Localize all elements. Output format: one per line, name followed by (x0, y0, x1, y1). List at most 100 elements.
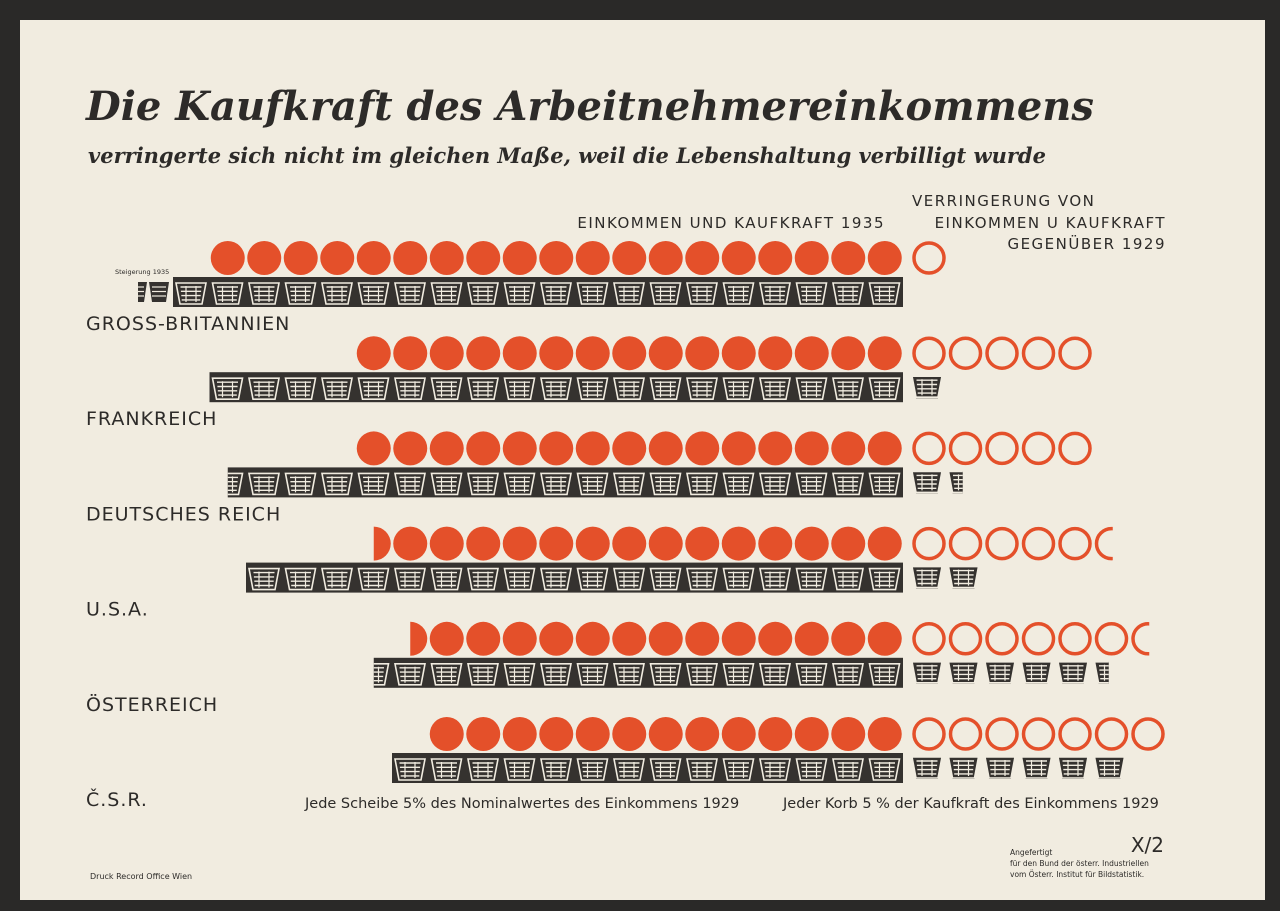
income-disc (721, 431, 756, 466)
income-decrease-ring (912, 622, 946, 656)
income-disc (502, 431, 537, 466)
basket-icon (248, 567, 280, 591)
income-decrease-ring (948, 717, 983, 751)
basket-icon (1093, 661, 1109, 684)
income-disc (539, 621, 574, 656)
income-disc (758, 526, 793, 561)
basket-decrease (1093, 756, 1126, 779)
basket-decrease (947, 661, 980, 684)
basket-icon (759, 663, 791, 686)
income-disc (758, 431, 793, 466)
basket-icon (357, 472, 390, 496)
basket-icon (613, 282, 645, 305)
income-disc (612, 621, 647, 656)
income-disc (539, 336, 574, 371)
basket-icon (248, 377, 280, 400)
basket-icon (1020, 756, 1053, 779)
income-disc (612, 431, 647, 466)
income-disc (831, 526, 866, 561)
basket-icon (947, 470, 963, 494)
income-disc (721, 336, 756, 371)
income-disc (758, 717, 793, 751)
basket-decrease (912, 661, 943, 684)
income-disc (794, 241, 829, 275)
basket-icon (540, 282, 572, 305)
basket-icon (576, 758, 609, 781)
country-row: Č.S.R. (86, 717, 1165, 811)
country-label: Č.S.R. (86, 787, 148, 811)
country-label: U.S.A. (86, 599, 149, 621)
purchasing-power-band (173, 277, 903, 307)
basket-icon (227, 472, 244, 496)
income-disc (429, 336, 464, 371)
purchasing-power-band (392, 753, 903, 783)
income-disc (758, 336, 793, 371)
basket-icon (503, 472, 536, 496)
basket-icon (503, 567, 536, 591)
income-disc (612, 717, 647, 751)
basket-decrease (912, 565, 943, 589)
income-disc (393, 526, 428, 561)
income-disc (283, 241, 318, 275)
basket-icon (722, 472, 755, 496)
country-row: DEUTSCHES REICH (86, 431, 1092, 525)
basket-icon (912, 375, 943, 398)
income-decrease-ring (912, 431, 946, 466)
income-disc (502, 717, 537, 751)
basket-decrease (912, 470, 943, 494)
income-decrease-ring (1021, 336, 1056, 370)
basket-icon (686, 758, 718, 781)
country-row: ÖSTERREICH (86, 621, 1150, 716)
income-decrease-ring (1094, 717, 1129, 751)
basket-icon (430, 472, 463, 496)
income-decrease-ring (1021, 526, 1056, 561)
basket-icon (430, 377, 463, 400)
basket-icon (373, 663, 390, 686)
basket-icon (912, 470, 943, 494)
basket-icon (576, 663, 609, 686)
basket-icon (868, 758, 901, 781)
basket-icon (1093, 756, 1126, 779)
basket-icon (321, 472, 353, 496)
income-disc (758, 241, 793, 275)
basket-icon (357, 282, 390, 305)
income-disc (539, 526, 574, 561)
income-disc (867, 336, 902, 371)
income-disc (393, 241, 428, 275)
income-disc (210, 241, 245, 275)
basket-decrease (984, 661, 1016, 684)
income-disc (539, 241, 574, 275)
basket-icon (357, 567, 390, 591)
basket-icon (649, 282, 682, 305)
basket-icon (947, 756, 980, 779)
purchasing-power-decrease (912, 565, 980, 589)
increase-label: Steigerung 1935 (115, 268, 169, 276)
income-disc (685, 526, 720, 561)
basket-decrease (947, 565, 980, 589)
basket-icon (832, 663, 864, 686)
basket-icon (467, 472, 499, 496)
basket-icon (467, 282, 499, 305)
income-disc (794, 526, 829, 561)
income-disc (575, 526, 610, 561)
basket-icon (722, 663, 755, 686)
income-disc (648, 241, 683, 275)
income-decrease-ring (948, 336, 983, 370)
basket-icon (912, 661, 943, 684)
income-disc (429, 241, 464, 275)
basket-icon (613, 377, 645, 400)
income-decrease-ring (1058, 622, 1092, 656)
basket-icon (430, 567, 463, 591)
basket-icon (722, 567, 755, 591)
income-decrease-ring (985, 717, 1019, 751)
income-disc (429, 621, 464, 656)
basket-icon (759, 377, 791, 400)
income-disc (648, 336, 683, 371)
income-disc (831, 336, 866, 371)
column-header-right-line-2: EINKOMMEN U KAUFKRAFT (935, 214, 1166, 232)
basket-icon (540, 377, 572, 400)
income-decrease-ring-partial (1094, 526, 1113, 561)
basket-icon (912, 756, 943, 779)
income-disc (648, 526, 683, 561)
